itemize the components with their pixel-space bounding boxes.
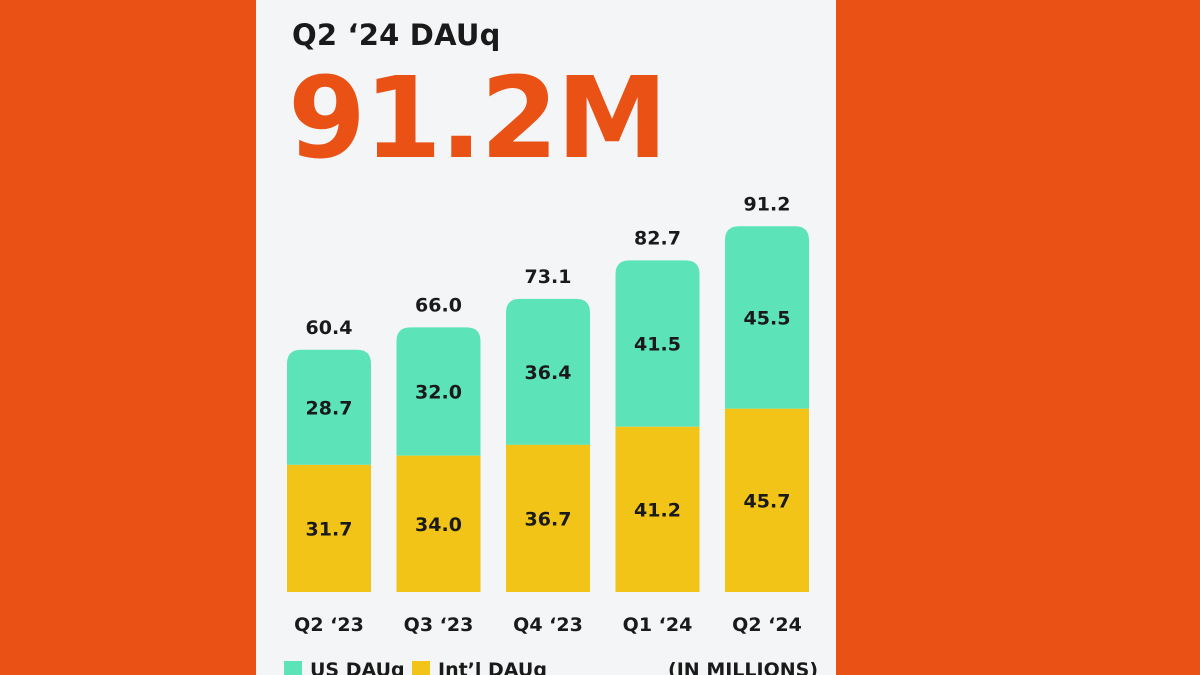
label-us-4: 45.5 — [744, 308, 791, 330]
bar-intl-2 — [506, 444, 590, 592]
label-us-0: 28.7 — [306, 397, 353, 419]
label-total-0: 60.4 — [306, 317, 353, 339]
legend-label-us: US DAUq — [310, 659, 405, 675]
stacked-bar-chart: 28.7 31.7 60.4 Q2 ‘23 32.0 34.0 66.0 Q3 ‘23 36.4… — [287, 193, 809, 636]
label-intl-2: 36.7 — [525, 508, 572, 530]
label-total-2: 73.1 — [525, 266, 572, 288]
legend-swatch-us — [284, 661, 302, 675]
label-total-4: 91.2 — [744, 193, 791, 215]
units-note: (IN MILLIONS) — [668, 659, 818, 675]
chart-title: Q2 ‘24 DAUq — [292, 18, 501, 52]
bar-us-4 — [725, 226, 809, 409]
bar-us-2 — [506, 298, 590, 445]
bar-intl-4 — [725, 408, 809, 592]
label-us-3: 41.5 — [634, 334, 681, 356]
chart-card: Q2 ‘24 DAUq 91.2M 28.7 31.7 60.4 Q2 ‘23 32.0… — [256, 0, 836, 675]
bar-intl-1 — [396, 455, 481, 592]
x-tick-2: Q4 ‘23 — [513, 614, 583, 636]
bar-intl-0 — [287, 464, 371, 592]
label-total-3: 82.7 — [634, 227, 681, 249]
bar-us-1 — [396, 327, 481, 456]
label-intl-1: 34.0 — [415, 514, 462, 536]
headline-value: 91.2M — [288, 54, 668, 184]
label-intl-0: 31.7 — [306, 518, 353, 540]
legend-swatch-intl — [412, 661, 430, 675]
bar-us-3 — [615, 260, 700, 427]
label-us-1: 32.0 — [415, 382, 462, 404]
x-tick-1: Q3 ‘23 — [404, 614, 474, 636]
bar-us-0 — [287, 349, 371, 465]
label-total-1: 66.0 — [415, 294, 462, 316]
label-intl-4: 45.7 — [744, 490, 791, 512]
bar-intl-3 — [615, 426, 700, 592]
x-tick-4: Q2 ‘24 — [732, 614, 802, 636]
label-us-2: 36.4 — [525, 362, 572, 384]
label-intl-3: 41.2 — [634, 499, 681, 521]
legend-label-intl: Int’l DAUq — [438, 659, 547, 675]
legend-item-intl: Int’l DAUq — [412, 659, 547, 675]
x-tick-3: Q1 ‘24 — [623, 614, 693, 636]
x-tick-0: Q2 ‘23 — [294, 614, 364, 636]
legend-item-us: US DAUq — [284, 659, 405, 675]
